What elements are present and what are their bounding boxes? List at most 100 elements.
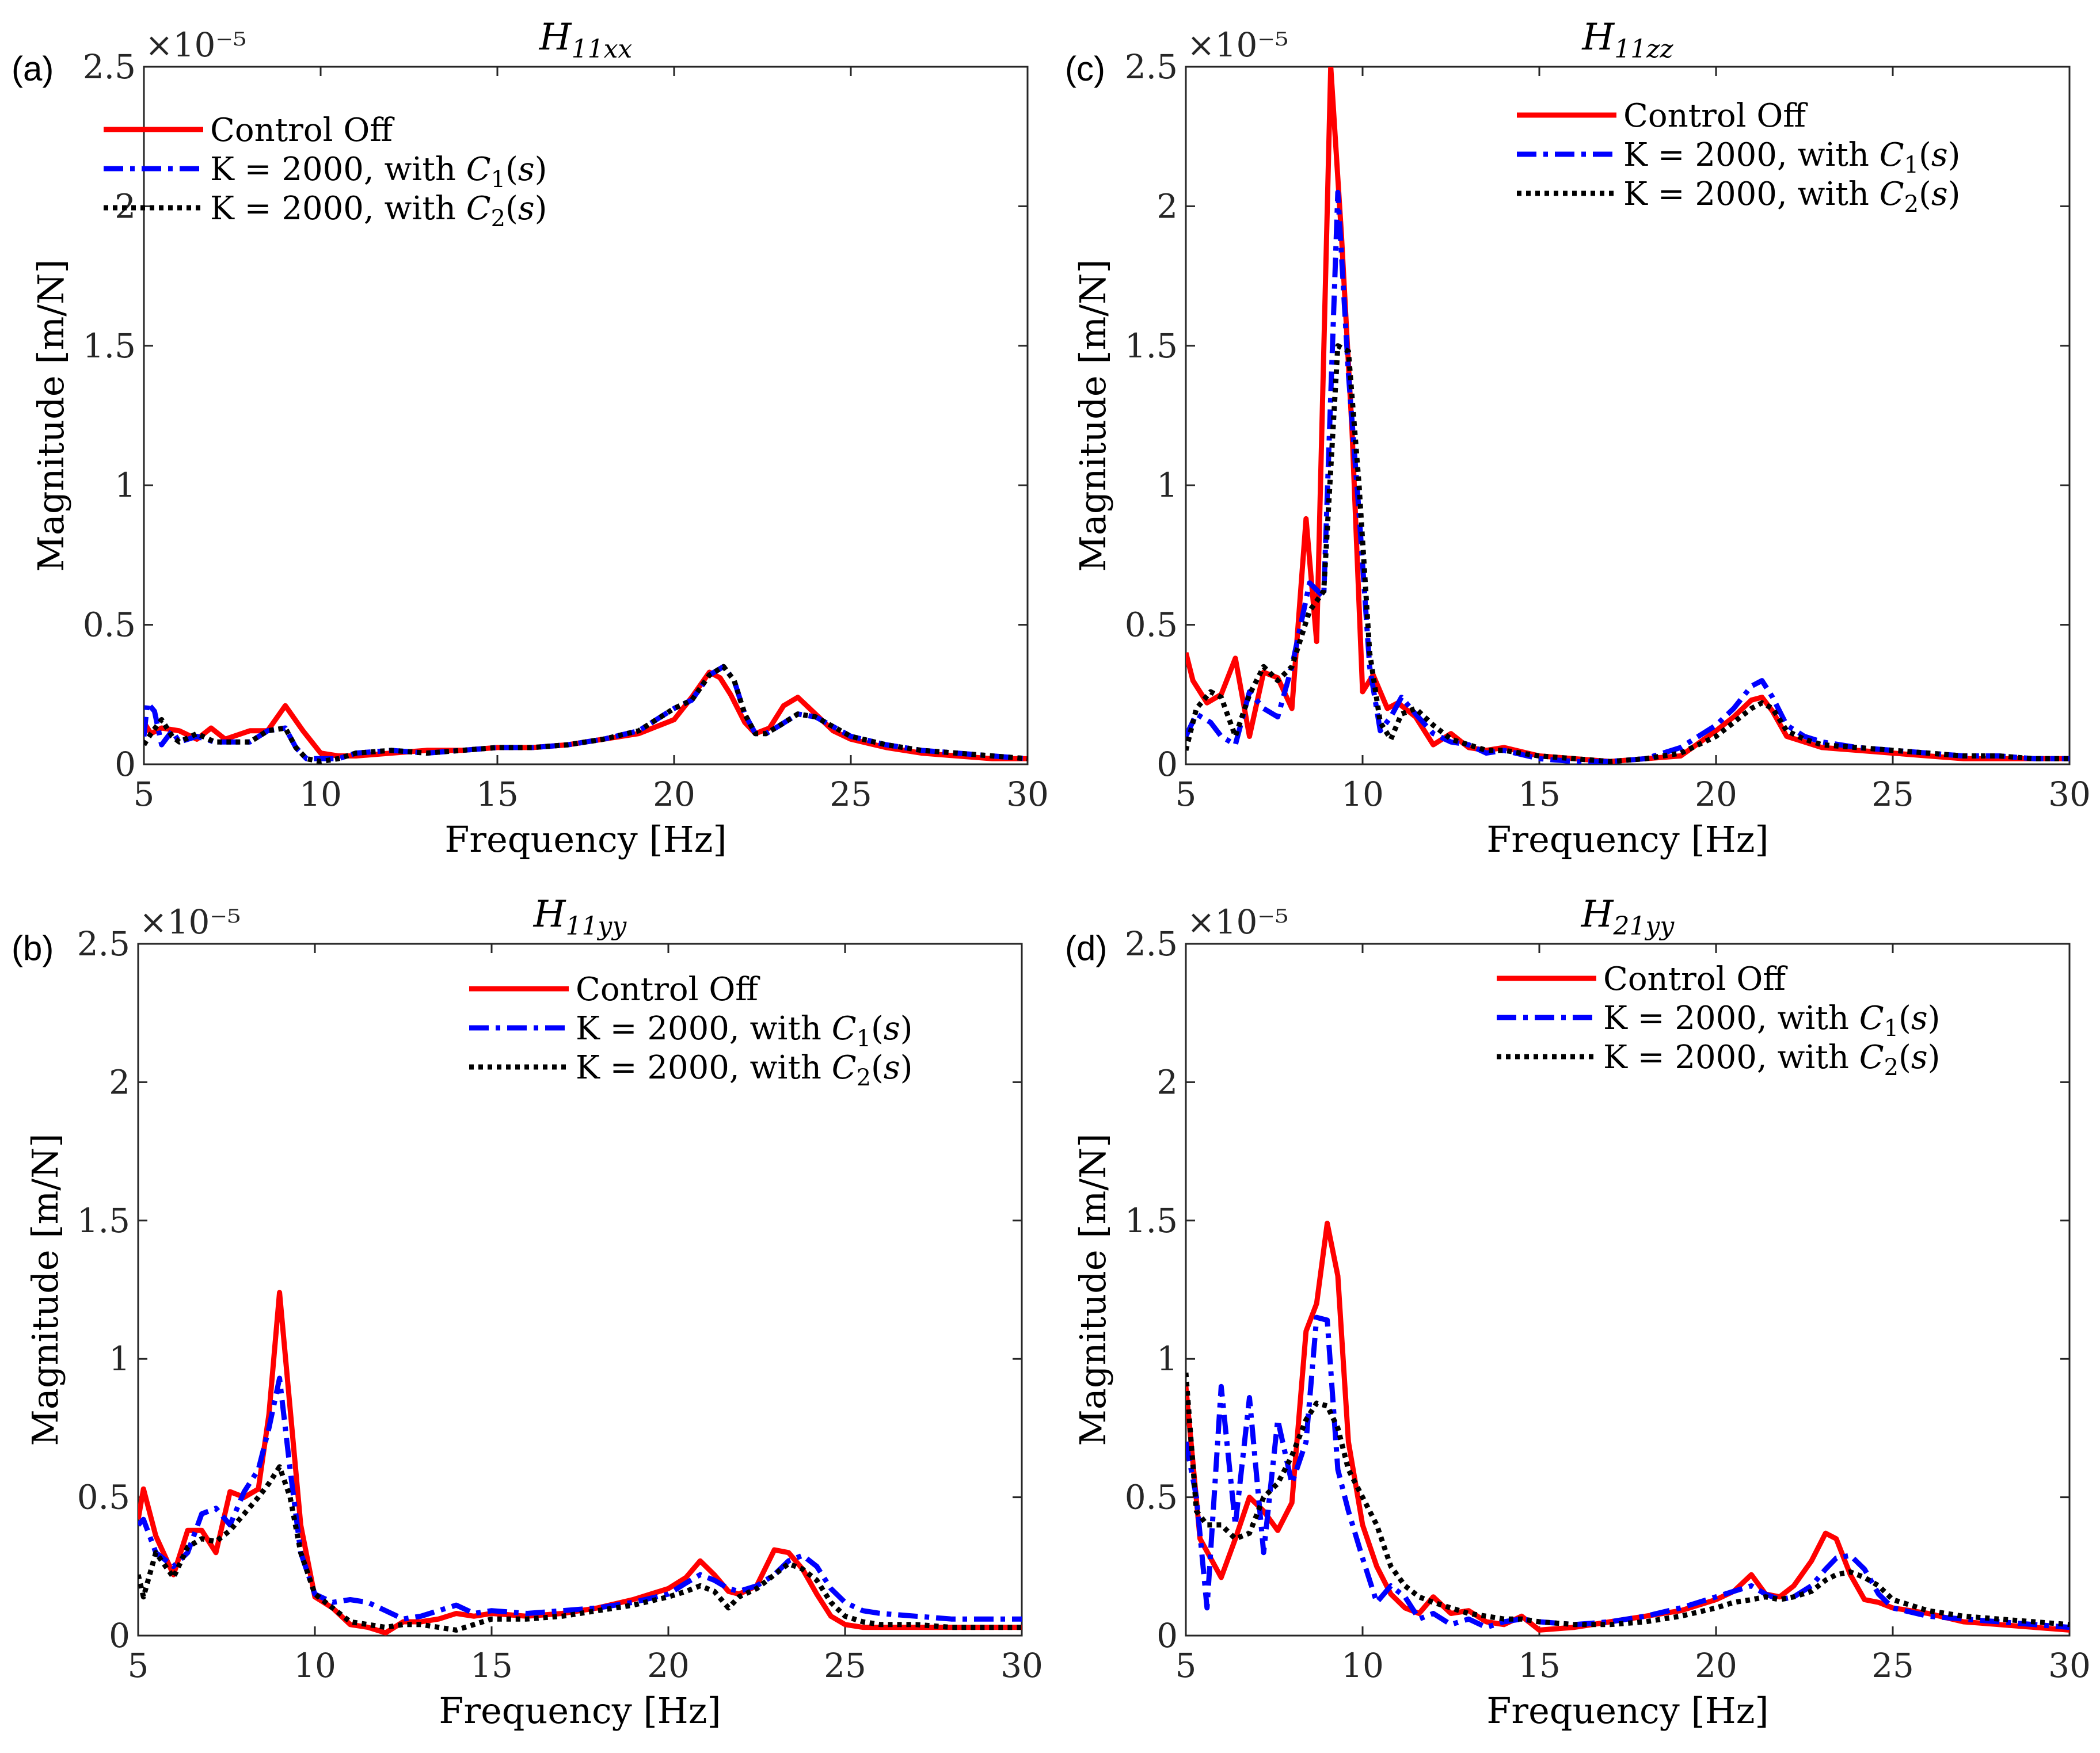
y-tick-label: 1 — [109, 1339, 130, 1378]
x-axis-label: Frequency [Hz] — [439, 1690, 721, 1732]
panel-label: (b) — [12, 929, 54, 967]
y-axis-label: Magnitude [m/N] — [24, 1133, 66, 1446]
series-group — [138, 1290, 1022, 1636]
legend-text-sub: 2 — [1904, 191, 1919, 218]
legend-text-s: ( — [505, 151, 518, 188]
series-line-c1 — [138, 1375, 1022, 1622]
legend-text-arg: s — [1931, 136, 1948, 174]
y-tick-label: 2.5 — [83, 47, 136, 86]
chart-title-main: H — [1581, 16, 1615, 59]
y-axis-label: Magnitude [m/N] — [1072, 1133, 1114, 1446]
y-tick-label: 0 — [115, 745, 136, 784]
legend-text-s: ( — [1919, 176, 1931, 213]
series-group — [1186, 67, 2069, 764]
x-tick-label: 20 — [647, 1646, 690, 1685]
legend-text-c: C — [832, 1049, 857, 1087]
legend-text-close: ) — [1948, 176, 1961, 213]
x-axis-label: Frequency [Hz] — [444, 818, 726, 860]
legend-text-close: ) — [900, 1010, 913, 1047]
panel-c: 5 10 15 20 25 30 0 0.5 1 1.5 2 2.5×10⁻⁵ H11zz Frequen… — [1065, 16, 2091, 860]
x-tick-label: 20 — [1695, 775, 1737, 814]
legend-text-close: ) — [1948, 136, 1961, 174]
legend-text: K = 2000, with — [210, 190, 466, 227]
chart-title-subscript: 21yy — [1613, 912, 1675, 941]
y-tick-label: 2.5 — [1125, 47, 1178, 86]
panel-d: 5 10 15 20 25 30 0 0.5 1 1.5 2 2.5×10⁻⁵ H21yy Frequen… — [1065, 893, 2091, 1732]
legend-text: K = 2000, with — [576, 1010, 832, 1047]
legend-text-sub: 1 — [1904, 152, 1919, 178]
legend-text-close: ) — [1928, 1000, 1941, 1037]
axes-frame — [137, 943, 1023, 1637]
x-tick-label: 10 — [1341, 775, 1384, 814]
y-tick-label: 1 — [1156, 1339, 1178, 1378]
legend-text-s: ( — [505, 190, 518, 227]
x-tick-label: 20 — [1695, 1646, 1737, 1685]
y-tick-label: 1 — [115, 466, 136, 505]
legend-entry: K = 2000, with C2(s) — [576, 1049, 912, 1091]
legend-text-arg: s — [1911, 1000, 1928, 1037]
y-tick-label: 0 — [1156, 745, 1178, 784]
legend-text-sub: 1 — [857, 1026, 871, 1052]
x-tick-label: 30 — [1006, 775, 1049, 814]
legend-entry: K = 2000, with C2(s) — [210, 190, 547, 232]
chart-title: H11yy — [533, 893, 627, 941]
legend-entry: K = 2000, with C1(s) — [1603, 1000, 1940, 1042]
y-tick-label: 0 — [109, 1616, 130, 1655]
legend-text: K = 2000, with — [1603, 1000, 1859, 1037]
x-tick-label: 5 — [1175, 775, 1197, 814]
y-tick-label: 0 — [1156, 1616, 1178, 1655]
series-line-c2 — [1186, 343, 2069, 764]
legend-text-s: ( — [871, 1049, 884, 1087]
legend-text-c: C — [466, 151, 491, 188]
x-axis-label: Frequency [Hz] — [1486, 1690, 1768, 1732]
series-line-c2 — [138, 1464, 1022, 1633]
chart-title-subscript: 11zz — [1614, 35, 1673, 64]
legend-text-c: C — [1880, 136, 1904, 174]
x-tick-label: 10 — [294, 1646, 336, 1685]
x-tick-label: 30 — [2048, 775, 2091, 814]
chart-title-main: H — [533, 893, 566, 936]
y-tick-label: 2 — [109, 1062, 130, 1102]
x-tick-label: 25 — [824, 1646, 866, 1685]
x-tick-label: 15 — [1518, 1646, 1561, 1685]
legend-entry: K = 2000, with C1(s) — [576, 1010, 912, 1052]
legend-text-s: ( — [1919, 136, 1931, 174]
y-tick-label: 1.5 — [1125, 1201, 1178, 1240]
y-tick-label: 0.5 — [77, 1478, 130, 1517]
panel-label: (c) — [1065, 49, 1105, 88]
legend-entry: Control Off — [210, 112, 395, 149]
legend-text-c: C — [1859, 1039, 1884, 1076]
series-group — [1186, 1221, 2069, 1633]
legend-entry: K = 2000, with C2(s) — [1623, 176, 1960, 218]
chart-title: H21yy — [1581, 893, 1675, 941]
legend-text-c: C — [1880, 176, 1904, 213]
y-tick-label: 1 — [1156, 466, 1178, 505]
panel-label: (a) — [12, 49, 54, 88]
legend-text-close: ) — [535, 190, 547, 227]
x-tick-label: 15 — [1518, 775, 1561, 814]
legend-text: K = 2000, with — [1623, 136, 1880, 174]
x-tick-label: 25 — [1871, 775, 1914, 814]
legend-text-arg: s — [884, 1010, 900, 1047]
y-exponent-label: ×10⁻⁵ — [139, 902, 241, 942]
y-tick-label: 1.5 — [1125, 326, 1178, 365]
chart-title-main: H — [1581, 893, 1614, 936]
axes-frame — [1185, 943, 2071, 1637]
x-tick-label: 15 — [476, 775, 519, 814]
series-line-c1 — [1186, 189, 2069, 764]
x-tick-label: 5 — [128, 1646, 149, 1685]
y-tick-label: 0.5 — [1125, 605, 1178, 645]
legend-text-sub: 2 — [491, 205, 505, 232]
legend-text: K = 2000, with — [1623, 176, 1880, 213]
series-line-c2 — [1186, 1372, 2069, 1628]
legend-text-sub: 1 — [491, 166, 505, 193]
legend-text-sub: 1 — [1884, 1015, 1899, 1042]
legend-entry: Control Off — [576, 971, 760, 1008]
x-tick-label: 5 — [134, 775, 155, 814]
x-tick-label: 5 — [1175, 1646, 1197, 1685]
legend-text: K = 2000, with — [1603, 1039, 1859, 1076]
x-tick-label: 25 — [830, 775, 872, 814]
legend-text-arg: s — [1911, 1039, 1928, 1076]
